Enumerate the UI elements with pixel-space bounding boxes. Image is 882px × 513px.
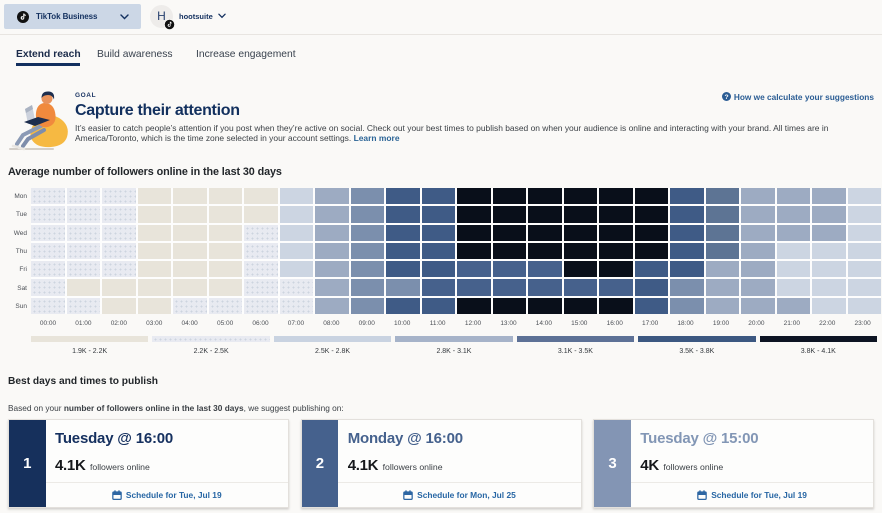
svg-text:?: ? bbox=[724, 94, 728, 101]
